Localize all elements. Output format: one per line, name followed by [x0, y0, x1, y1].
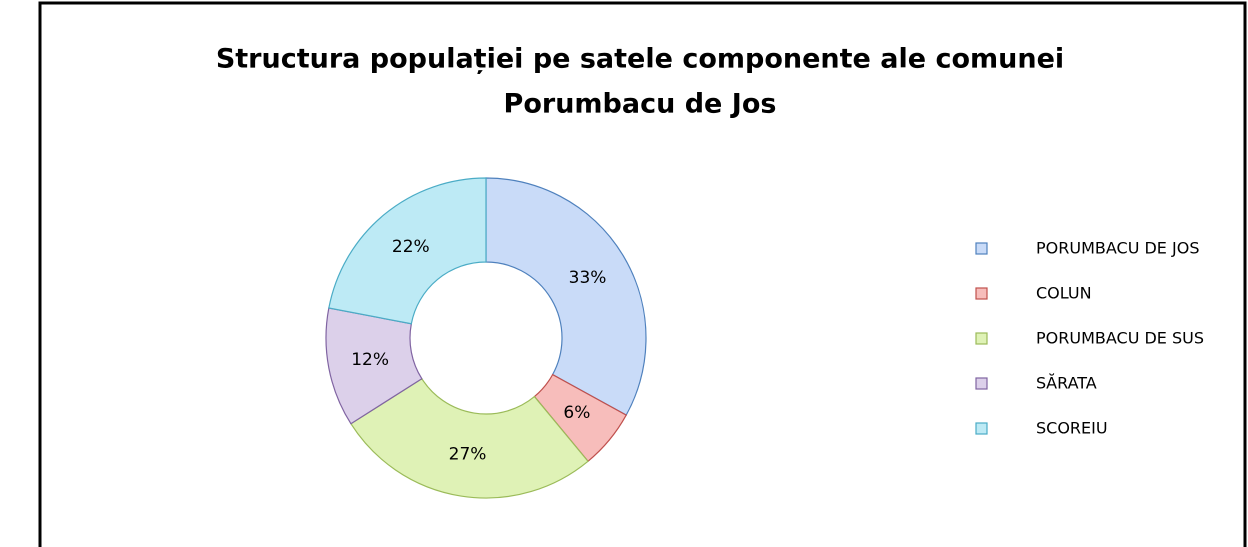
donut-slice [350, 377, 589, 499]
legend-label: PORUMBACU DE SUS [1036, 329, 1204, 348]
data-label: 27% [449, 445, 487, 465]
legend-swatch [975, 332, 988, 345]
legend-label: COLUN [1036, 284, 1092, 303]
legend-label: PORUMBACU DE JOS [1036, 239, 1199, 258]
chart-title: Structura populației pe satele component… [216, 44, 1064, 75]
legend-swatch [975, 242, 988, 255]
chart-title: Porumbacu de Jos [504, 89, 777, 120]
data-label: 33% [569, 268, 607, 288]
frame [38, 1, 1247, 547]
legend-swatch [975, 287, 988, 300]
donut-slice [485, 177, 647, 416]
data-label: 6% [563, 403, 590, 423]
legend-swatch [975, 377, 988, 390]
legend-label: SCOREIU [1036, 419, 1108, 438]
data-label: 12% [351, 350, 389, 370]
legend-label: SĂRATA [1036, 374, 1097, 393]
donut-slice [328, 177, 487, 325]
legend-swatch [975, 422, 988, 435]
data-label: 22% [392, 237, 430, 257]
